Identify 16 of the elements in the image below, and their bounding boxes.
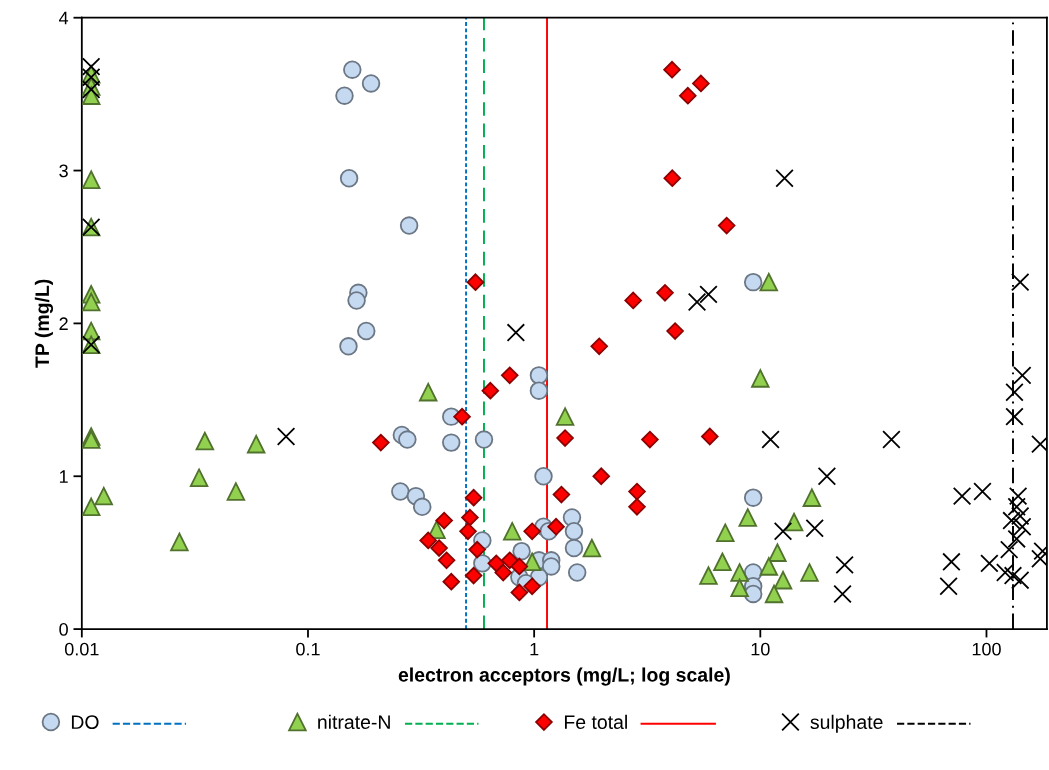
x-tick-label: 100	[972, 642, 1001, 656]
y-axis-title: TP (mg/L)	[34, 279, 54, 368]
legend-label: DO	[71, 715, 99, 730]
y-tick-label: 1	[59, 470, 68, 483]
y-tick-label: 4	[59, 11, 69, 25]
x-tick-label: 0.01	[64, 642, 99, 656]
y-tick-label: 3	[59, 164, 68, 178]
legend-label: sulphate	[810, 714, 883, 733]
x-tick-label: 0.1	[296, 642, 320, 656]
x-axis-title: electron acceptors (mg/L; log scale)	[398, 667, 730, 686]
y-tick-label: 0	[59, 623, 68, 636]
y-tick-label: 2	[59, 317, 68, 330]
legend-label: Fe total	[564, 714, 627, 730]
x-tick-label: 1	[530, 642, 539, 656]
legend-label: nitrate-N	[318, 714, 390, 730]
x-tick-label: 10	[751, 642, 770, 656]
